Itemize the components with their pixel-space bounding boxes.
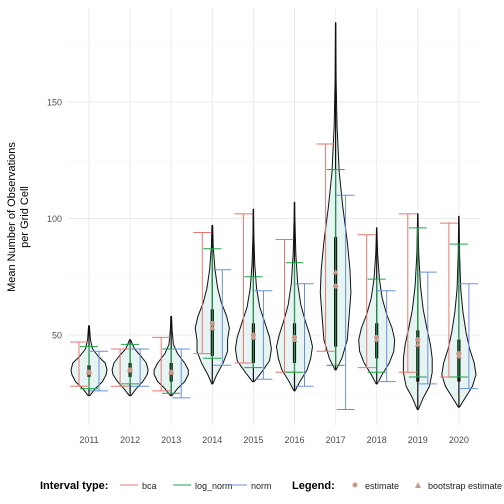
- y-tick-label: 100: [47, 214, 62, 224]
- y-axis-ticks: 50 100 150: [47, 98, 62, 341]
- legend-estimate-key: [352, 482, 358, 488]
- legend-norm-label: norm: [251, 481, 272, 491]
- interval-bca-2017: [316, 143, 335, 352]
- bootstrap-estimate-point-2017: [332, 268, 339, 275]
- interval-log_norm-2019: [408, 227, 427, 378]
- x-tick-label: 2014: [202, 435, 222, 445]
- interval-bca-2014: [193, 231, 212, 355]
- interval-norm-2016: [295, 283, 314, 387]
- interval-bca-2011: [70, 341, 88, 387]
- bootstrap-estimate-point-2020: [455, 352, 462, 359]
- interval-bca-2013: [152, 336, 171, 392]
- interval-norm-2020: [459, 283, 478, 390]
- legend-bca-label: bca: [142, 481, 157, 491]
- y-axis-label-line-2: per Grid Cell: [19, 186, 31, 248]
- interval-norm-2012: [131, 348, 150, 387]
- bootstrap-estimate-point-2019: [414, 341, 421, 347]
- interval-bca-2018: [357, 234, 376, 369]
- bootstrap-estimate-point-2016: [291, 336, 298, 343]
- interval-norm-2015: [254, 290, 273, 380]
- x-tick-label: 2016: [284, 435, 304, 445]
- estimate-point-2014: [209, 320, 215, 326]
- interval-log_norm-2016: [285, 262, 304, 373]
- interval-norm-2017: [336, 194, 355, 411]
- interval-norm-2011: [90, 350, 108, 392]
- interval-norm-2019: [418, 271, 437, 385]
- interval-bca-2012: [111, 348, 130, 387]
- interval-bca-2015: [234, 213, 253, 364]
- interval-bca-2019: [398, 213, 417, 373]
- bootstrap-estimate-point-2018: [373, 336, 380, 343]
- interval-log_norm-2015: [244, 276, 263, 369]
- x-tick-label: 2012: [120, 435, 140, 445]
- interval-norm-2013: [172, 348, 191, 399]
- points-layer: [86, 268, 462, 375]
- legend-log-norm-label: log_norm: [195, 481, 233, 491]
- x-tick-label: 2011: [79, 435, 98, 445]
- y-tick-label: 50: [52, 331, 62, 341]
- intervals-layer: [70, 143, 478, 411]
- estimate-point-2019: [415, 337, 421, 343]
- estimate-point-2017: [333, 283, 339, 289]
- x-tick-label: 2018: [367, 435, 387, 445]
- interval-log_norm-2018: [367, 278, 386, 373]
- x-axis-ticks: 2011 2012 2013 2014 2015 2016 2017 2018 2019 2020: [79, 435, 469, 445]
- interval-log_norm-2011: [80, 346, 98, 390]
- y-axis-label-line-1: Mean Number of Observations: [6, 142, 18, 292]
- interval-log_norm-2012: [121, 343, 140, 385]
- interval-norm-2018: [377, 290, 396, 383]
- x-tick-label: 2015: [243, 435, 263, 445]
- legend-marker-title: Legend:: [292, 480, 335, 492]
- bootstrap-estimate-point-2011: [86, 369, 92, 375]
- bootstrap-estimate-point-2013: [168, 369, 175, 375]
- interval-norm-2014: [213, 269, 232, 366]
- x-tick-label: 2017: [326, 435, 346, 445]
- legend-estimate-label: estimate: [365, 481, 399, 491]
- interval-log_norm-2014: [203, 248, 222, 359]
- violins-layer: [70, 22, 477, 411]
- x-tick-label: 2013: [161, 435, 181, 445]
- bootstrap-estimate-point-2012: [127, 366, 134, 373]
- interval-log_norm-2017: [326, 169, 345, 366]
- bootstrap-estimate-point-2014: [209, 324, 216, 331]
- legend-bootstrap-estimate-label: bootstrap estimate: [428, 481, 502, 491]
- legend-interval-title: Interval type:: [40, 480, 108, 492]
- x-tick-label: 2019: [408, 435, 428, 445]
- bootstrap-estimate-point-2015: [250, 334, 257, 340]
- x-tick-label: 2020: [449, 435, 469, 445]
- legend: Interval type: bca log_norm norm Legend:…: [40, 480, 502, 492]
- y-tick-label: 150: [47, 98, 62, 108]
- legend-bootstrap-estimate-key: [415, 482, 421, 488]
